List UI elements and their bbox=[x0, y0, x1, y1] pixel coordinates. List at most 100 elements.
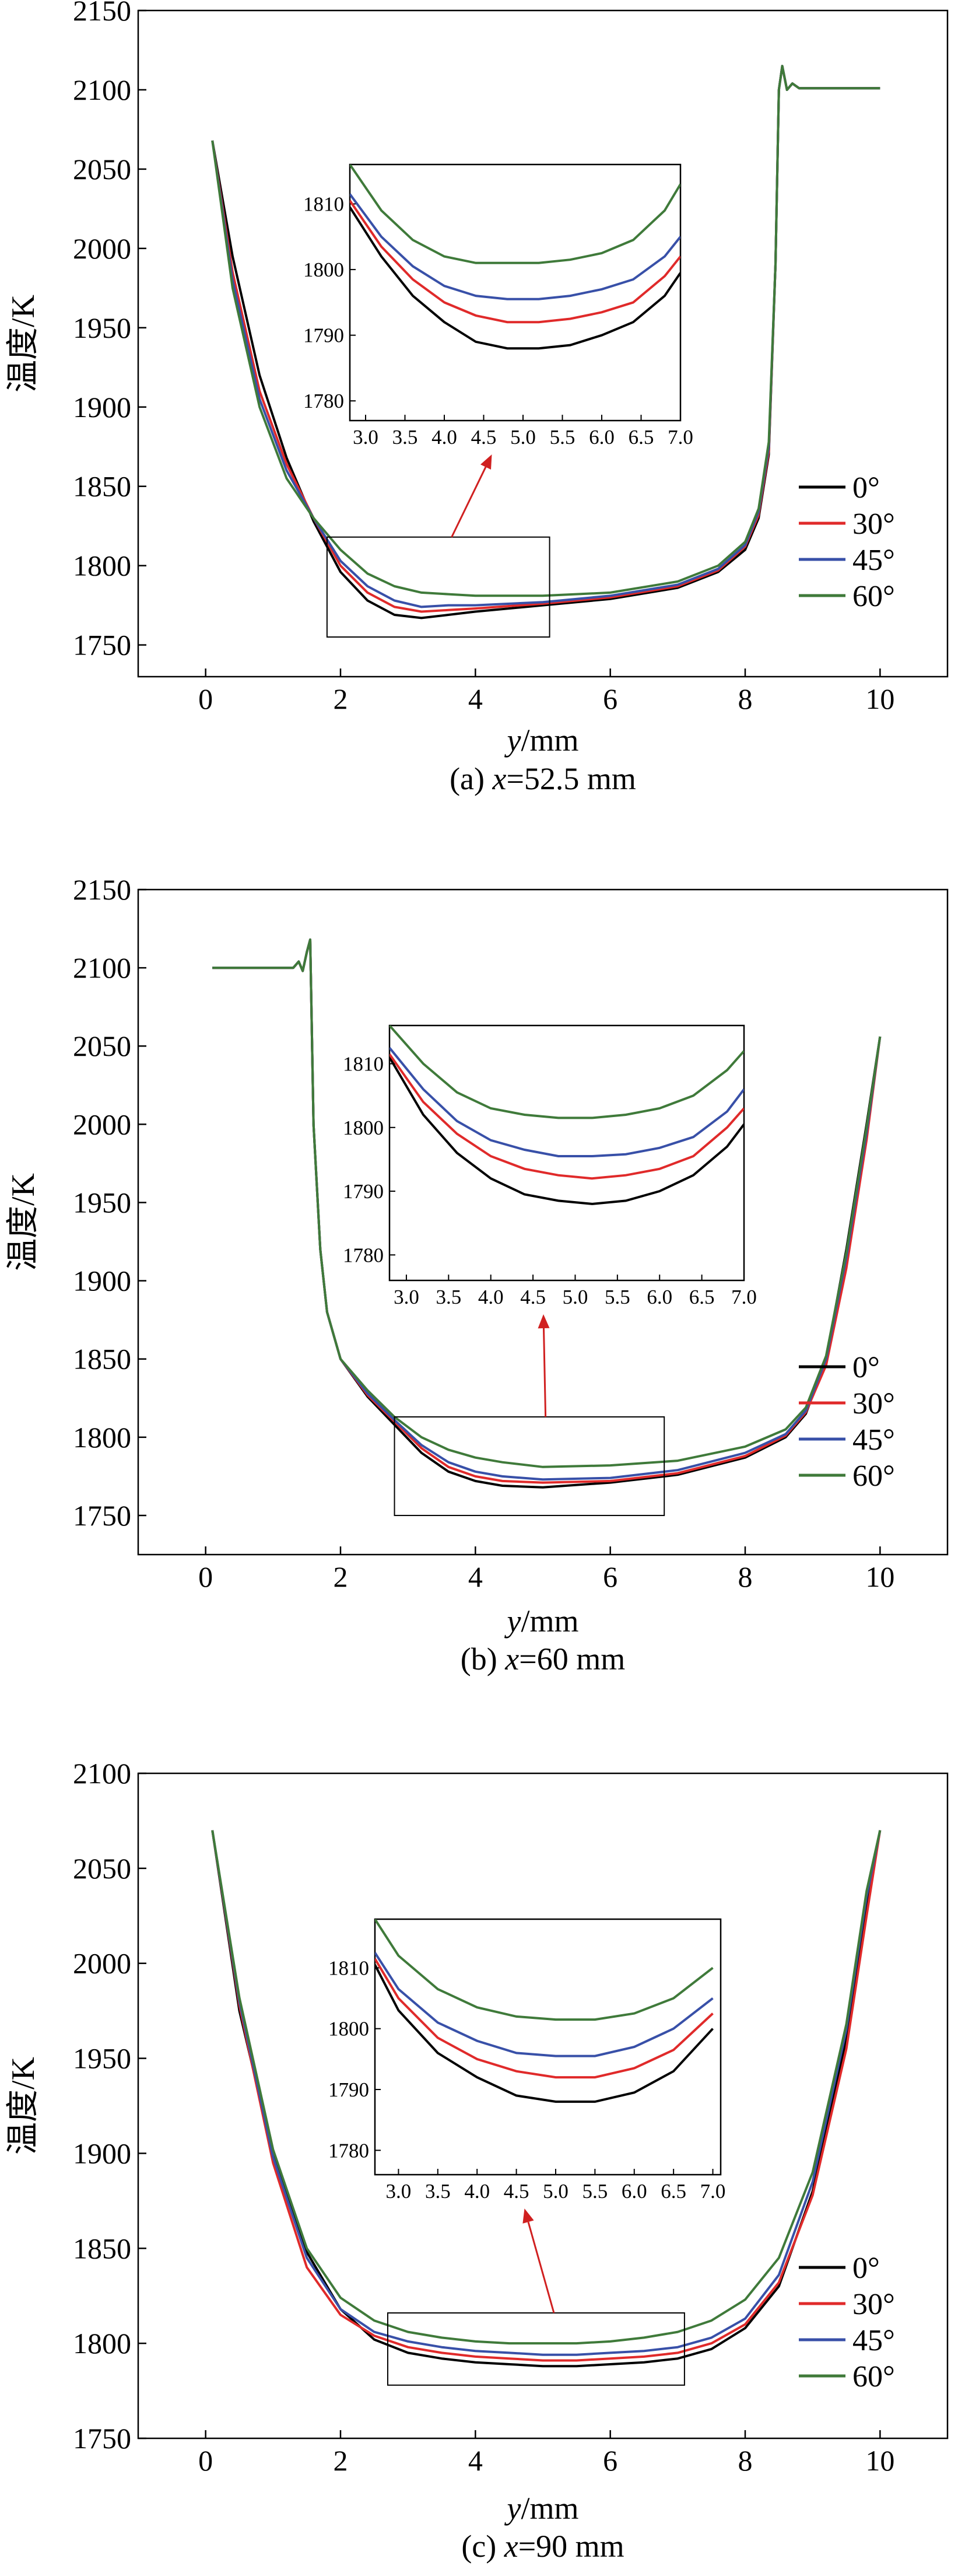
inset-y-tick-label: 1800 bbox=[303, 258, 344, 281]
inset-y-tick-label: 1810 bbox=[328, 1957, 369, 1979]
inset-x-tick-label: 6.5 bbox=[689, 1286, 715, 1308]
legend-label-0deg: 0° bbox=[852, 2252, 880, 2285]
y-tick-label: 1950 bbox=[73, 1186, 131, 1219]
inset-y-tick-label: 1780 bbox=[343, 1244, 384, 1266]
inset-series-line-30deg bbox=[350, 200, 680, 324]
chart-panel-a: 0 2 4 6 8 10 1750 1800 1850 1900 1950 2000 2050 2100 2… bbox=[5, 0, 949, 796]
zoom-arrow-head bbox=[538, 1314, 550, 1329]
y-tick-label: 1800 bbox=[73, 2327, 131, 2360]
legend-label-30deg: 30° bbox=[852, 508, 895, 541]
x-axis-label-unit: /mm bbox=[521, 723, 578, 758]
legend-label-0deg: 0° bbox=[852, 471, 880, 505]
inset-y-tick-label: 1800 bbox=[343, 1116, 384, 1139]
inset-x-tick-label: 4.5 bbox=[520, 1286, 546, 1308]
inset-frame bbox=[388, 1024, 745, 1282]
inset-y-tick-label: 1810 bbox=[343, 1053, 384, 1076]
inset-x-tick-label: 6.0 bbox=[589, 426, 615, 449]
caption-rest: =90 mm bbox=[518, 2529, 624, 2564]
inset-series-line-60deg bbox=[375, 1919, 714, 2021]
inset-y-tick-label: 1780 bbox=[303, 390, 344, 412]
inset-panel: 3.0 3.5 4.0 4.5 5.0 5.5 6.0 6.5 7.0 1780 1790 1800 1… bbox=[328, 1918, 725, 2203]
inset-y-tick-label: 1810 bbox=[303, 193, 344, 216]
x-tick-label: 8 bbox=[738, 1560, 753, 1593]
x-axis-label-var: y bbox=[504, 2491, 521, 2526]
panel-caption: (b) x=60 mm bbox=[461, 1642, 625, 1676]
caption-rest: =60 mm bbox=[519, 1642, 625, 1676]
inset-series-line-45deg bbox=[389, 1046, 744, 1157]
legend-label-60deg: 60° bbox=[852, 2360, 895, 2393]
x-tick-label: 6 bbox=[603, 2444, 617, 2477]
inset-x-tick-label: 3.5 bbox=[392, 426, 418, 449]
x-axis-label-unit: /mm bbox=[521, 1604, 578, 1639]
inset-series-line-45deg bbox=[350, 193, 680, 300]
y-tick-label: 2050 bbox=[73, 1852, 131, 1885]
inset-series-line-0deg bbox=[375, 1964, 714, 2103]
caption-var: x bbox=[492, 761, 507, 796]
zoom-arrow-head bbox=[480, 454, 492, 470]
plot-frame bbox=[137, 1772, 949, 2440]
caption-prefix: (b) bbox=[461, 1642, 505, 1676]
x-tick-label: 6 bbox=[603, 1560, 617, 1593]
y-tick-label: 1850 bbox=[73, 1343, 131, 1376]
zoom-arrow-head bbox=[522, 2208, 534, 2224]
x-axis-label-var: y bbox=[504, 1604, 521, 1639]
x-tick-label: 0 bbox=[198, 2444, 213, 2477]
x-tick-label: 0 bbox=[198, 682, 213, 715]
caption-var: x bbox=[504, 1642, 519, 1676]
y-tick-label: 2050 bbox=[73, 1030, 131, 1062]
inset-y-tick-label: 1790 bbox=[303, 324, 344, 347]
y-tick-label: 2050 bbox=[73, 153, 131, 186]
x-tick-label: 4 bbox=[468, 682, 483, 715]
inset-x-tick-label: 5.5 bbox=[582, 2180, 608, 2203]
legend-label-60deg: 60° bbox=[852, 1460, 895, 1493]
y-tick-label: 1850 bbox=[73, 470, 131, 503]
y-tick-label: 2100 bbox=[73, 74, 131, 106]
y-tick-label: 1850 bbox=[73, 2232, 131, 2264]
inset-x-tick-label: 3.0 bbox=[394, 1286, 419, 1308]
inset-y-tick-label: 1780 bbox=[328, 2139, 369, 2162]
x-axis-label: y/mm bbox=[504, 1604, 579, 1639]
inset-x-tick-label: 5.0 bbox=[510, 426, 536, 449]
y-axis-label: 温度/K bbox=[5, 1173, 41, 1271]
x-tick-label: 2 bbox=[334, 1560, 348, 1593]
x-tick-label: 0 bbox=[198, 1560, 213, 1593]
y-tick-label: 2000 bbox=[73, 1947, 131, 1980]
zoom-arrow bbox=[451, 466, 487, 538]
inset-series-line-60deg bbox=[350, 164, 680, 264]
panel-caption: (c) x=90 mm bbox=[461, 2529, 624, 2564]
zoom-box bbox=[394, 1416, 665, 1516]
series-line-60deg bbox=[212, 938, 882, 1468]
x-axis-label-var: y bbox=[504, 723, 521, 758]
inset-x-tick-label: 6.5 bbox=[629, 426, 654, 449]
x-tick-label: 2 bbox=[334, 2444, 348, 2477]
zoom-arrow bbox=[527, 2221, 555, 2314]
inset-x-tick-label: 6.5 bbox=[661, 2180, 686, 2203]
inset-x-tick-label: 3.5 bbox=[436, 1286, 461, 1308]
inset-frame bbox=[349, 163, 682, 422]
zoom-box bbox=[326, 536, 550, 638]
y-tick-label: 1750 bbox=[73, 1499, 131, 1532]
inset-series-line-30deg bbox=[375, 1958, 714, 2079]
inset-series-line-0deg bbox=[389, 1056, 744, 1205]
panel-caption: (a) x=52.5 mm bbox=[450, 761, 636, 796]
y-tick-label: 1750 bbox=[73, 629, 131, 662]
x-tick-label: 8 bbox=[738, 2444, 753, 2477]
y-tick-label: 2000 bbox=[73, 232, 131, 265]
inset-x-tick-label: 6.0 bbox=[622, 2180, 647, 2203]
zoom-arrow bbox=[542, 1328, 547, 1417]
inset-panel: 3.0 3.5 4.0 4.5 5.0 5.5 6.0 6.5 7.0 1780 1790 1800 1… bbox=[343, 1024, 757, 1308]
series-line-60deg bbox=[211, 65, 880, 597]
y-tick-label: 2100 bbox=[73, 951, 131, 984]
x-axis-label: y/mm bbox=[504, 2491, 579, 2526]
inset-y-tick-label: 1790 bbox=[343, 1180, 384, 1203]
inset-x-tick-label: 3.5 bbox=[425, 2180, 451, 2203]
inset-x-tick-label: 4.0 bbox=[464, 2180, 490, 2203]
x-axis-label: y/mm bbox=[504, 723, 579, 758]
legend-label-45deg: 45° bbox=[852, 2324, 895, 2357]
inset-series-line-0deg bbox=[350, 206, 680, 350]
legend-label-60deg: 60° bbox=[852, 580, 895, 613]
legend-label-0deg: 0° bbox=[852, 1351, 880, 1384]
chart-panel-c: 0 2 4 6 8 10 1750 1800 1850 1900 1950 2000 2050 2100 温… bbox=[5, 1757, 949, 2564]
x-axis-label-unit: /mm bbox=[521, 2491, 578, 2526]
series-line-60deg bbox=[211, 1830, 882, 2345]
